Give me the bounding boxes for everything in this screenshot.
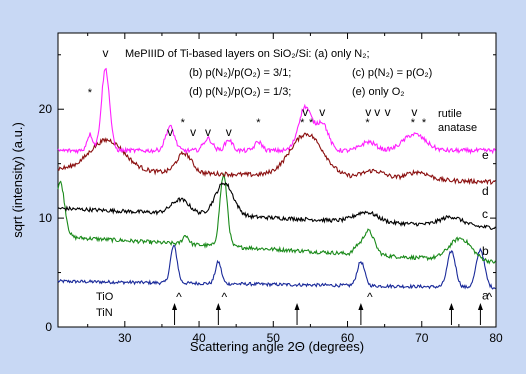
- x-tick-label: 40: [192, 331, 206, 345]
- series-b-line: [57, 172, 496, 265]
- tio-mark: ^: [221, 290, 227, 304]
- x-tick-label: 50: [267, 331, 281, 345]
- rutile-mark: v: [411, 105, 417, 119]
- legend-line-2a: (b) p(N₂)/p(O₂) = 3/1;: [189, 67, 291, 79]
- tio-mark: ^: [367, 290, 373, 304]
- tio-mark: ^: [176, 290, 182, 304]
- series-a-line: [57, 244, 496, 290]
- plot-area: [57, 32, 497, 328]
- axes-layer: 30 40 50 60 70 80 0 10 20: [39, 33, 503, 345]
- anatase-mark: *: [256, 117, 261, 129]
- anatase-label: anatase: [438, 122, 477, 134]
- rutile-mark: v: [319, 105, 325, 119]
- series-c-line: [57, 182, 496, 230]
- rutile-mark: v: [205, 125, 211, 139]
- rutile-mark: v: [190, 125, 196, 139]
- tin-arrow-head: [294, 303, 300, 310]
- marks-layer: vv v v vv v v v v v** * * * * * *^ ^ ^ ^: [88, 46, 492, 325]
- rutile-mark: v: [167, 125, 173, 139]
- legend-line-3b: (e) only O₂: [352, 86, 405, 98]
- series-d-label: d: [482, 184, 489, 198]
- tio-mark: ^: [486, 290, 492, 304]
- rutile-mark: v: [385, 105, 391, 119]
- anatase-mark: *: [411, 117, 416, 129]
- anatase-mark: *: [300, 117, 305, 129]
- x-axis-label: Scattering angle 2Θ (degrees): [190, 339, 364, 354]
- tin-arrow-head: [448, 303, 454, 310]
- rutile-mark: v: [103, 46, 109, 60]
- series-layer: a b cd e: [57, 67, 496, 302]
- rutile-mark: v: [365, 105, 371, 119]
- series-d-line: [57, 132, 496, 186]
- y-axis-label: sqrt (intensity) (a.u.): [10, 122, 25, 238]
- tin-label: TiN: [96, 307, 113, 319]
- y-tick-label: 10: [39, 211, 53, 225]
- series-e-line: [57, 67, 496, 155]
- rutile-mark: v: [374, 105, 380, 119]
- tin-arrow-head: [477, 303, 483, 310]
- tio-label: TiO: [96, 291, 114, 303]
- anatase-mark: *: [365, 117, 370, 129]
- y-tick-label: 20: [39, 102, 53, 116]
- anatase-mark: *: [422, 117, 427, 129]
- legend-line-2b: (c) p(N₂) = p(O₂): [352, 67, 432, 79]
- x-tick-label: 30: [118, 331, 132, 345]
- legend-line-1: MePIIID of Ti-based layers on SiO₂/Si: (…: [125, 48, 370, 60]
- tin-arrow-head: [172, 303, 178, 310]
- anatase-mark: *: [181, 117, 186, 129]
- legend-line-3a: (d) p(N₂)/p(O₂) = 1/3;: [189, 86, 291, 98]
- tin-arrow-head: [358, 303, 364, 310]
- x-tick-label: 80: [489, 331, 503, 345]
- anatase-mark: *: [88, 87, 93, 99]
- x-tick-label: 70: [415, 331, 429, 345]
- x-tick-label: 60: [341, 331, 355, 345]
- y-tick-label: 0: [45, 320, 52, 334]
- rutile-label: rutile: [438, 108, 462, 120]
- rutile-mark: v: [226, 125, 232, 139]
- series-c-label: c: [482, 207, 488, 221]
- series-e-label: e: [482, 148, 489, 162]
- series-b-label: b: [482, 244, 489, 258]
- series-a-label: a: [482, 288, 489, 302]
- anatase-mark: *: [309, 117, 314, 129]
- tin-arrow-head: [215, 303, 221, 310]
- rutile-mark: v: [302, 105, 308, 119]
